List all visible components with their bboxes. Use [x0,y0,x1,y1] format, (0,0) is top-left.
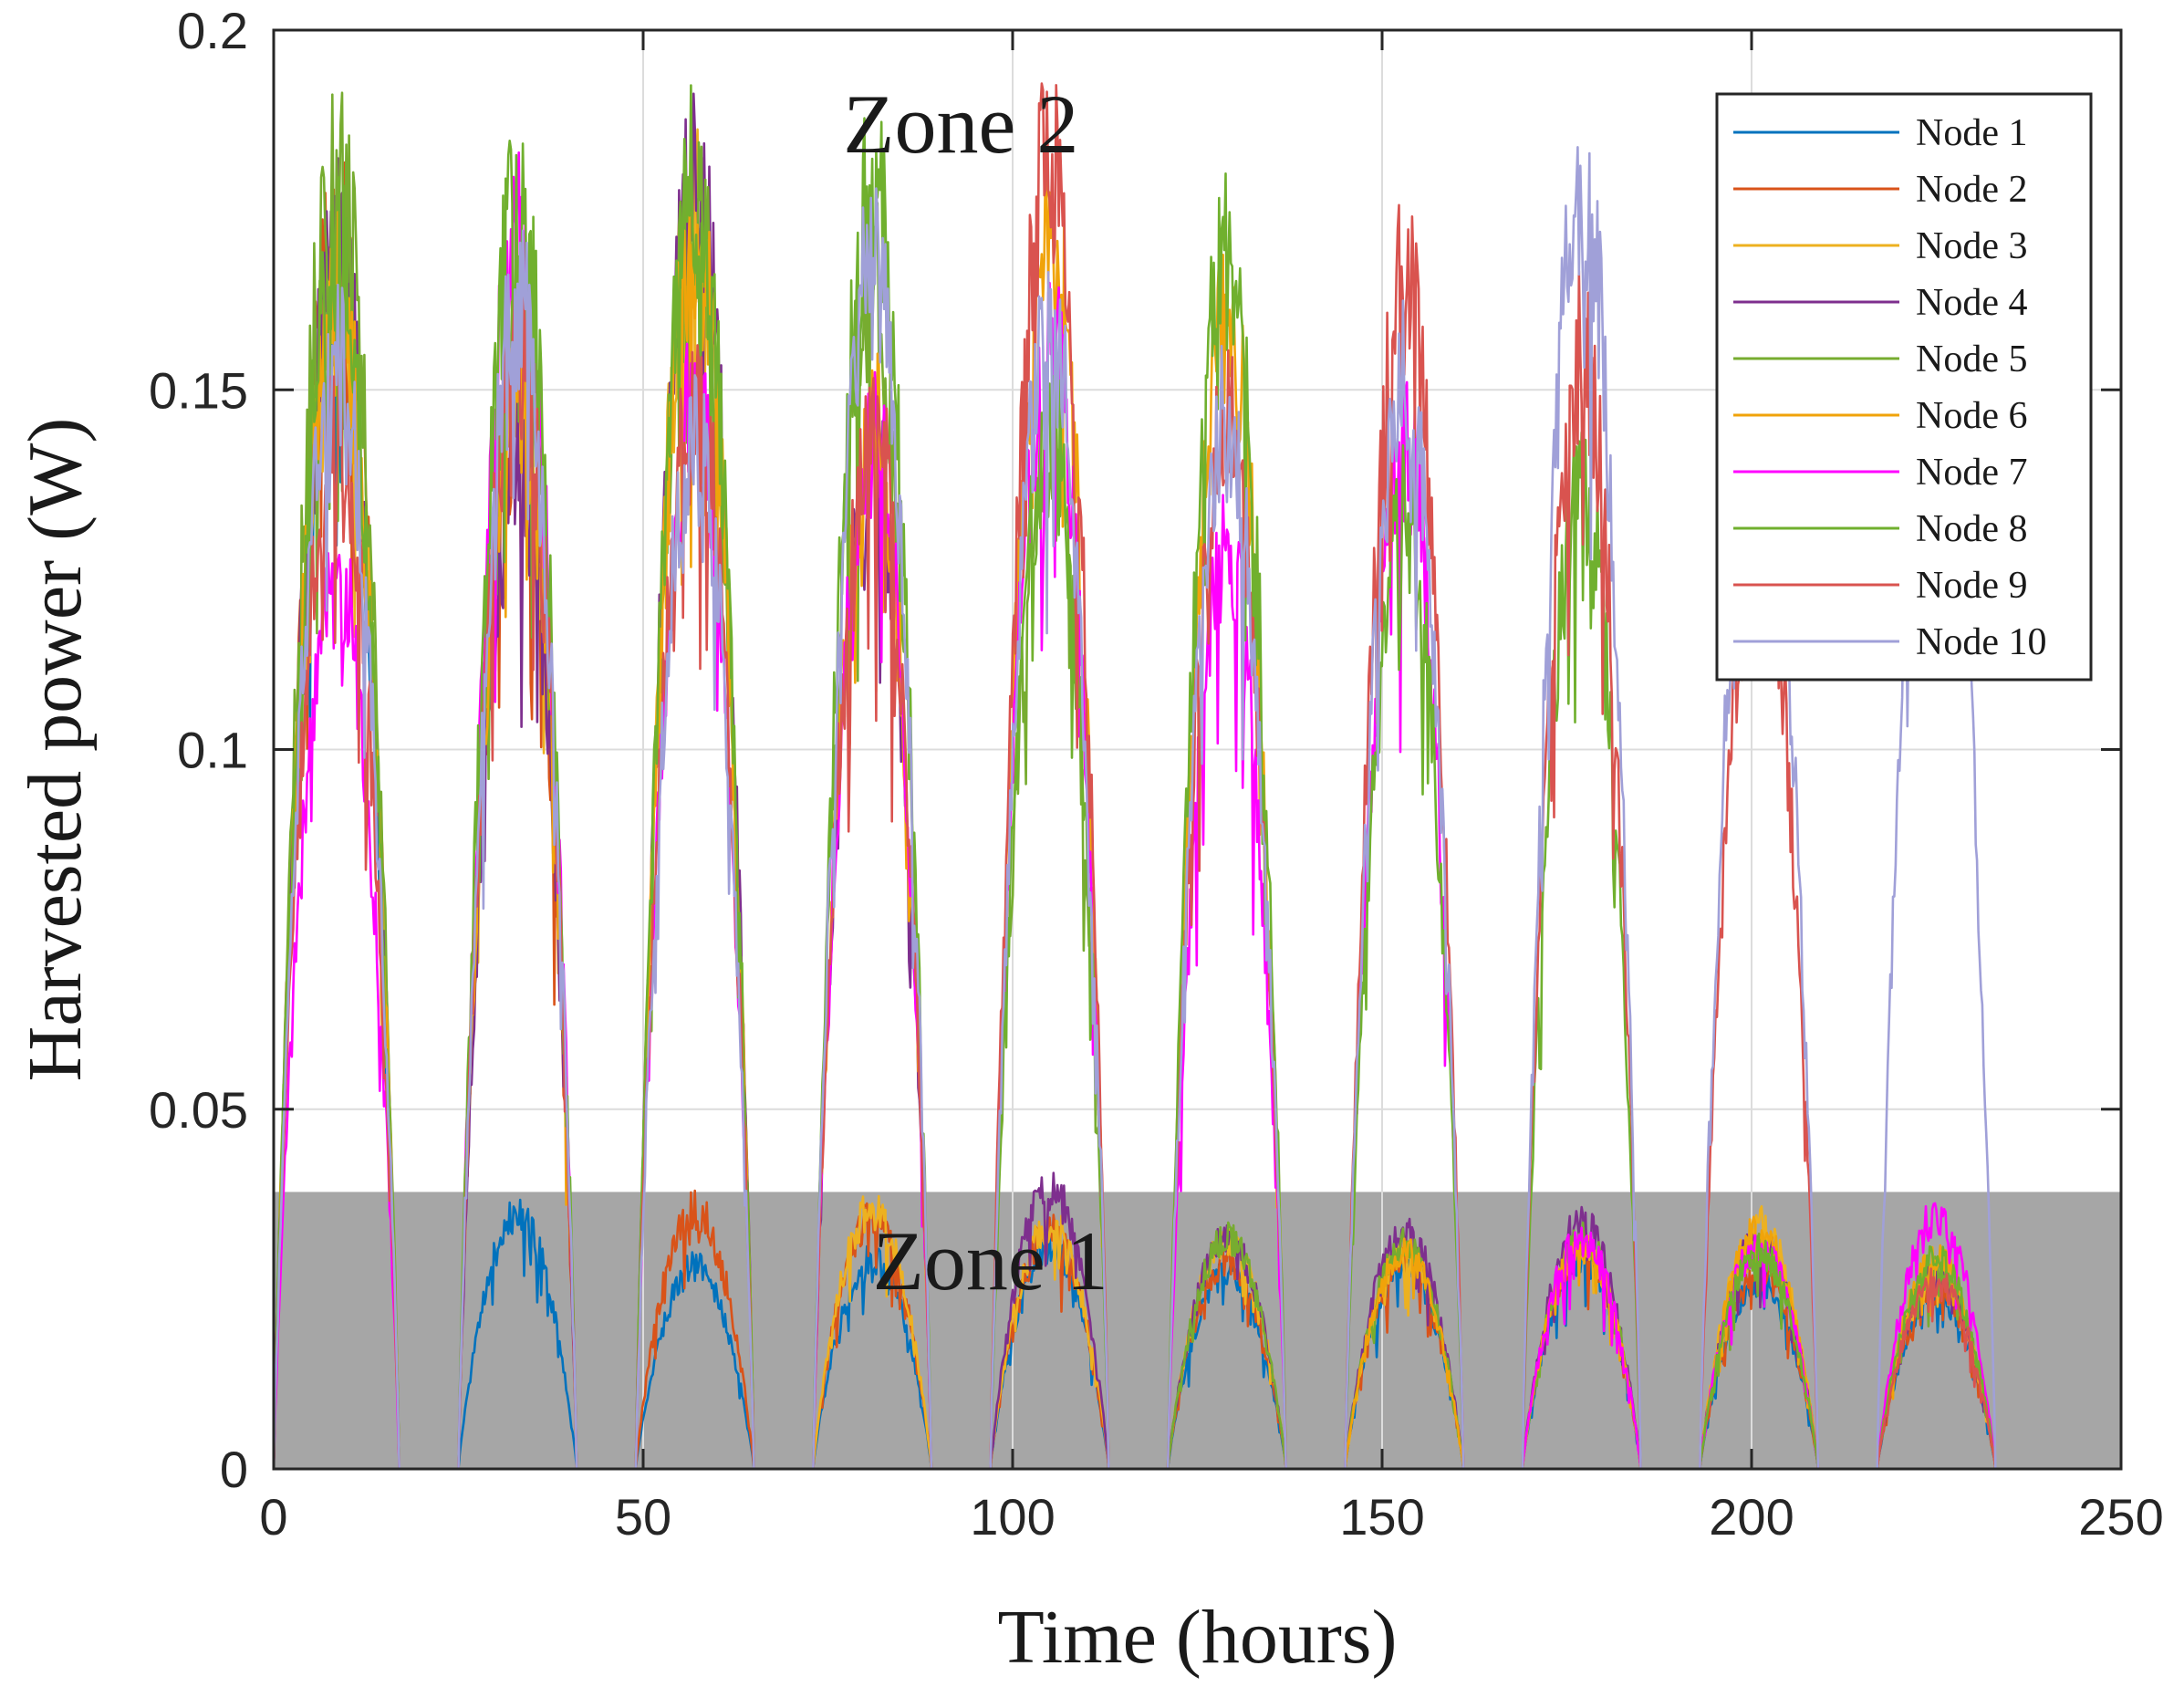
y-tick-label: 0.05 [149,1081,248,1139]
legend-label-node-4: Node 4 [1916,282,2027,324]
x-tick-label: 200 [1709,1488,1794,1546]
x-tick-label: 150 [1339,1488,1424,1546]
y-tick-label: 0 [220,1441,248,1498]
legend-label-node-6: Node 6 [1916,395,2027,437]
x-tick-label: 250 [2078,1488,2163,1546]
ticks [272,28,2123,1471]
legend-label-node-5: Node 5 [1916,338,2027,380]
legend-box [1715,92,2093,682]
x-axis-title: Time (hours) [998,1595,1398,1680]
zone-labels: Zone 2 Zone 1 [843,78,1108,1307]
legend-label-node-7: Node 7 [1916,452,2027,494]
legend-label-node-3: Node 3 [1916,225,2027,267]
y-tick-label: 0.2 [177,2,248,59]
zone-2-label: Zone 2 [843,78,1078,171]
legend: Node 1 Node 2 Node 3 Node 4 Node 5 Node 6 Node… [1715,92,2093,682]
legend-label-node-8: Node 8 [1916,508,2027,550]
x-tick-label: 0 [259,1488,287,1546]
y-axis-title: Harvested power (W) [13,418,98,1082]
legend-label-node-10: Node 10 [1916,621,2046,663]
zone-1-label: Zone 1 [873,1214,1108,1307]
legend-label-node-9: Node 9 [1916,565,2027,607]
x-tick-label: 100 [970,1488,1055,1546]
legend-label-node-2: Node 2 [1916,169,2027,211]
y-tick-label: 0.1 [177,722,248,779]
legend-label-node-1: Node 1 [1916,112,2027,154]
tick-labels: 0 50 100 150 200 250 0 0.05 0.1 0.15 0.2 [149,2,2164,1546]
y-tick-label: 0.15 [149,361,248,419]
x-tick-label: 50 [615,1488,671,1546]
